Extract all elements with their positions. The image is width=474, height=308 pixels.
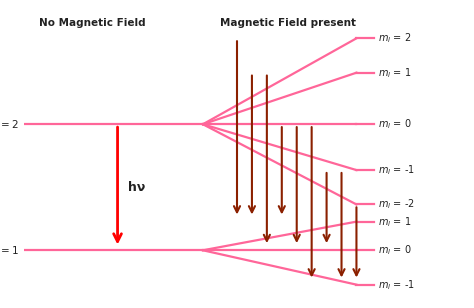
Text: hν: hν bbox=[128, 181, 146, 194]
Text: $l = 2$: $l = 2$ bbox=[0, 118, 19, 130]
Text: $m_l$ = 1: $m_l$ = 1 bbox=[378, 66, 411, 79]
Text: $m_l$ = -1: $m_l$ = -1 bbox=[378, 278, 415, 292]
Text: $m_l$ = 0: $m_l$ = 0 bbox=[378, 243, 411, 257]
Text: No Magnetic Field: No Magnetic Field bbox=[39, 18, 145, 28]
Text: $m_l$ = 0: $m_l$ = 0 bbox=[378, 117, 411, 131]
Text: $m_l$ = 1: $m_l$ = 1 bbox=[378, 215, 411, 229]
Text: $m_l$ = -2: $m_l$ = -2 bbox=[378, 197, 415, 211]
Text: $l = 1$: $l = 1$ bbox=[0, 244, 19, 256]
Text: $m_l$ = 2: $m_l$ = 2 bbox=[378, 31, 411, 45]
Text: Magnetic Field present: Magnetic Field present bbox=[220, 18, 356, 28]
Text: $m_l$ = -1: $m_l$ = -1 bbox=[378, 163, 415, 177]
